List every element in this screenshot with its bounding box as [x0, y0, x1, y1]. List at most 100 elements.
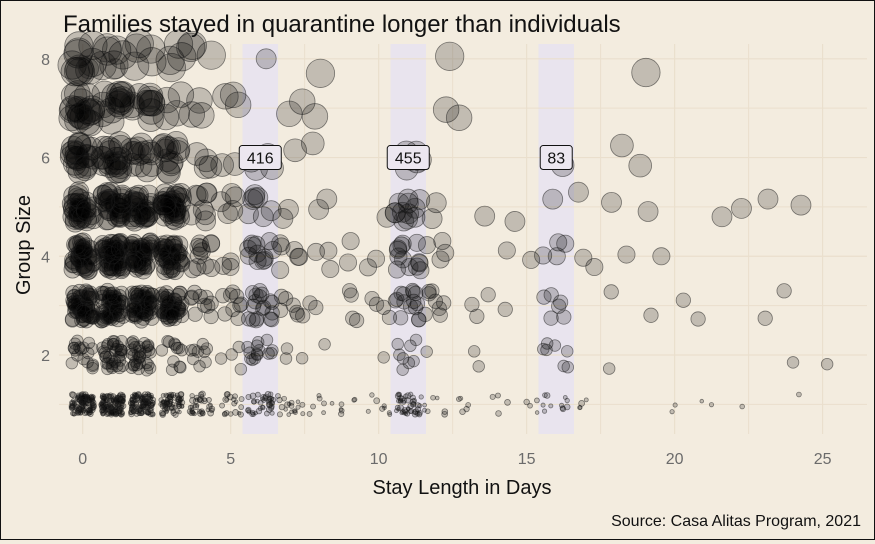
data-point [231, 396, 237, 402]
data-point [316, 188, 338, 210]
data-point [210, 191, 232, 213]
chart-title: Families stayed in quarantine longer tha… [63, 11, 621, 38]
data-point [65, 97, 92, 124]
data-point [283, 138, 307, 163]
data-point [266, 344, 279, 357]
data-point [601, 191, 622, 213]
data-point [215, 288, 231, 304]
data-point [244, 187, 266, 209]
data-point [669, 409, 675, 415]
data-point [316, 393, 322, 399]
axis-ticks: 0 5 10 15 20 25 2 4 6 8 [41, 52, 832, 468]
data-point [522, 250, 541, 269]
data-point [156, 53, 186, 83]
data-point [409, 189, 431, 210]
data-point [136, 82, 164, 110]
data-point [83, 248, 102, 267]
data-point [169, 404, 176, 411]
data-point [222, 287, 239, 303]
data-point [409, 333, 423, 347]
data-point [556, 234, 575, 253]
data-point [308, 299, 324, 316]
data-point [276, 411, 283, 418]
data-point [225, 348, 238, 361]
data-point [264, 305, 280, 321]
data-point [188, 102, 215, 129]
data-point [420, 345, 433, 358]
data-point [77, 352, 90, 366]
data-point [67, 341, 81, 355]
data-point [78, 289, 95, 305]
band-label-text: 416 [247, 151, 274, 168]
x-axis-label: Stay Length in Days [373, 477, 552, 499]
data-point [292, 408, 298, 414]
data-point [210, 153, 234, 177]
data-point [89, 403, 97, 411]
data-point [177, 30, 207, 61]
data-point [467, 345, 481, 358]
data-point [78, 398, 86, 405]
grid-lines [59, 44, 867, 434]
data-point [568, 181, 589, 203]
data-point [310, 403, 316, 410]
notable-point [104, 58, 126, 80]
data-point [238, 203, 259, 225]
data-point [71, 207, 93, 228]
data-point [95, 286, 111, 302]
data-point [197, 297, 213, 313]
data-point [393, 348, 406, 361]
data-point [289, 304, 305, 320]
data-point [628, 153, 653, 178]
data-point [246, 353, 259, 367]
data-point [708, 402, 715, 408]
data-point [373, 397, 381, 405]
y-tick-label: 2 [41, 348, 50, 365]
data-point [184, 344, 198, 357]
data-point [404, 392, 412, 400]
data-point [179, 404, 185, 409]
data-point [79, 406, 87, 414]
data-point [195, 204, 216, 226]
data-point [108, 344, 122, 357]
data-point [541, 408, 548, 414]
data-point [398, 395, 406, 403]
data-point [155, 288, 171, 304]
data-point [95, 304, 111, 320]
data-point [321, 400, 327, 407]
data-point [67, 297, 83, 313]
data-point [281, 395, 287, 402]
data-point [432, 96, 460, 123]
data-point [128, 406, 134, 412]
data-point [338, 401, 345, 408]
data-point [171, 394, 178, 401]
data-point [495, 410, 502, 417]
data-point [400, 258, 419, 277]
data-point [757, 310, 773, 326]
data-point [135, 237, 154, 256]
data-point [133, 400, 140, 406]
data-point [127, 359, 140, 372]
data-point [465, 402, 472, 408]
data-point [71, 334, 84, 348]
data-point [172, 249, 191, 268]
data-point [393, 310, 409, 326]
data-point [203, 295, 219, 311]
data-point [187, 185, 209, 207]
data-point [382, 405, 387, 411]
data-point [140, 397, 147, 404]
data-point [288, 399, 295, 406]
data-point [255, 407, 263, 415]
data-point [527, 402, 533, 409]
data-point [132, 352, 145, 365]
data-point [192, 411, 197, 417]
data-point [177, 395, 185, 402]
data-point [124, 285, 140, 301]
data-point [386, 410, 392, 416]
data-point [152, 103, 180, 131]
data-point [231, 400, 238, 407]
data-point [199, 410, 206, 416]
data-point [301, 103, 329, 130]
data-point [82, 254, 101, 273]
data-point [542, 392, 548, 398]
data-point [396, 294, 412, 310]
